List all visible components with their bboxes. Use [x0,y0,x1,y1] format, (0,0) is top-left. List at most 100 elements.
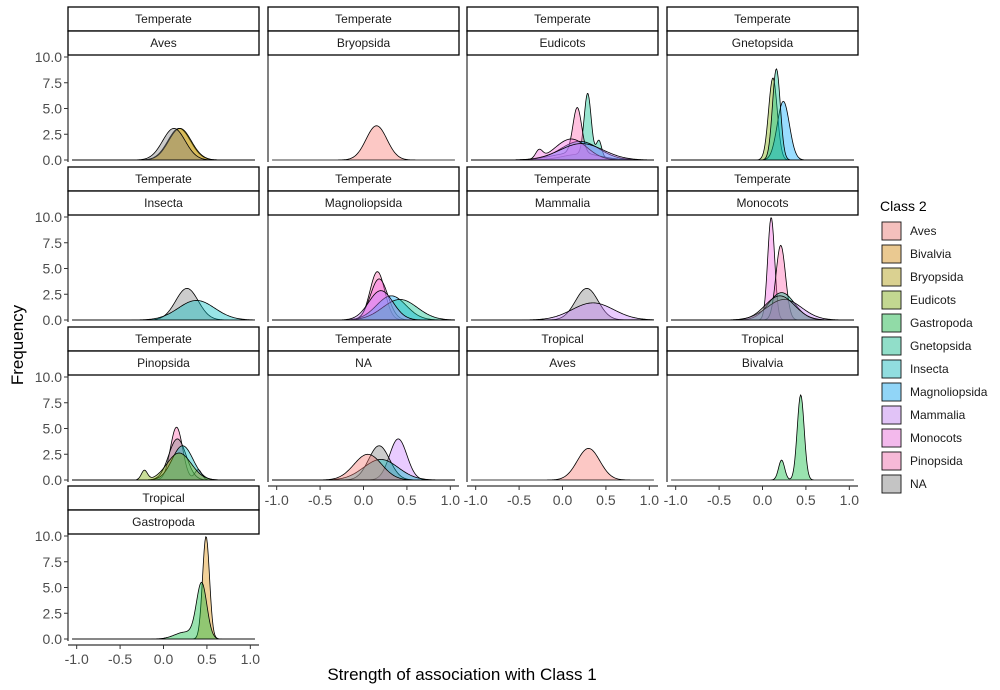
density-monocots [670,217,855,321]
density-bivalvia [71,536,256,640]
legend-item-bryopsida: Bryopsida [881,267,964,287]
density-eudicots [71,452,256,481]
x-tick-label: -0.5 [507,492,531,508]
legend-swatch [881,405,902,425]
facet-strip-zone-label: Temperate [335,12,392,26]
facet-strip-zone [67,326,260,352]
x-tick-label: -0.5 [108,651,132,667]
facet-strip-zone [666,6,859,32]
legend-swatch [881,221,902,241]
facet-strip-zone-label: Temperate [135,12,192,26]
panel-tropical-bivalvia: Tropical Bivalvia -1.0 -0.5 0.0 0.5 1.0 [664,326,859,508]
x-tick-label: 0.5 [197,651,217,667]
facet-strip-zone [67,166,260,192]
legend-item-monocots: Monocots [881,428,962,448]
y-tick-label: 10.0 [35,369,62,385]
facet-strip-class-label: Magnoliopsida [325,196,403,210]
legend-key-background [881,451,902,471]
legend-swatch [881,451,902,471]
legend: Class 2 Aves Bivalvia Bryopsida Eudicots Gas… [880,198,988,494]
panel-temperate-eudicots: Temperate Eudicots [466,6,659,162]
x-tick-label: 1.0 [441,492,461,508]
y-tick-label: 0.0 [43,312,63,328]
x-tick-label: 0.5 [397,492,417,508]
panel-temperate-na: Temperate NA -1.0 -0.5 0.0 0.5 1.0 [265,326,461,508]
y-tick-label: 7.5 [43,395,63,411]
legend-item-na: NA [881,474,927,494]
facet-strip-zone [666,326,859,352]
y-tick-label: 7.5 [43,554,63,570]
facet-strip-class-label: Insecta [144,196,183,210]
facet-strip-zone-label: Temperate [734,12,791,26]
panel-temperate-monocots: Temperate Monocots [666,166,859,322]
legend-swatch [881,313,902,333]
x-tick-label: -0.5 [308,492,332,508]
density-eudicots [670,77,855,161]
facet-strip-zone [67,6,260,32]
density-insecta [71,300,256,321]
legend-label: NA [910,477,927,491]
legend-label: Mammalia [910,408,966,422]
facet-strip-class-label: Aves [549,356,575,370]
x-tick-label: 0.0 [753,492,773,508]
facet-strip-class [466,190,659,216]
y-tick-label: 0.0 [43,472,63,488]
y-tick-label: 2.5 [43,605,63,621]
density-na [71,128,256,161]
facet-strip-zone [267,166,460,192]
facet-strip-zone [466,326,659,352]
legend-key-background [881,313,902,333]
facet-strip-zone [666,166,859,192]
x-tick-label: -1.0 [664,492,688,508]
x-tick-label: -1.0 [265,492,289,508]
legend-key-background [881,428,902,448]
legend-key-background [881,405,902,425]
legend-label: Gastropoda [910,316,973,330]
panel-temperate-insecta: Temperate Insecta 0.0 2.5 5.0 7.5 10.0 [35,166,260,328]
density-na [670,295,855,321]
legend-key-background [881,221,902,241]
y-tick-label: 2.5 [43,126,63,142]
facet-strip-class [67,30,260,56]
y-tick-label: 2.5 [43,286,63,302]
panel-temperate-magnoliopsida: Temperate Magnoliopsida [267,166,460,322]
legend-key-background [881,244,902,264]
y-tick-label: 2.5 [43,446,63,462]
facet-strip-zone-label: Temperate [335,172,392,186]
facet-strip-class-label: Bivalvia [742,356,784,370]
density-aves [271,125,456,161]
panel-temperate-pinopsida: Temperate Pinopsida 0.0 2.5 5.0 7.5 10.0 [35,326,260,488]
panel-temperate-mammalia: Temperate Mammalia [466,166,659,322]
legend-item-eudicots: Eudicots [881,290,956,310]
panel-tropical-gastropoda: Tropical Gastropoda 0.0 2.5 5.0 7.5 10.0 -1.0 -0… [35,485,260,667]
facet-strip-zone-label: Tropical [142,491,184,505]
facet-strip-zone-label: Temperate [135,172,192,186]
density-magnoliopsida [670,100,855,161]
legend-item-pinopsida: Pinopsida [881,451,963,471]
legend-label: Bivalvia [910,247,952,261]
x-tick-label: 0.5 [796,492,816,508]
legend-key-background [881,474,902,494]
facet-strip-zone-label: Temperate [534,172,591,186]
legend-item-aves: Aves [881,221,936,241]
legend-key-background [881,382,902,402]
legend-swatch [881,290,902,310]
panel-temperate-gnetopsida: Temperate Gnetopsida [666,6,859,162]
y-tick-label: 7.5 [43,235,63,251]
legend-item-insecta: Insecta [881,359,949,379]
x-tick-label: 1.0 [640,492,660,508]
legend-label: Magnoliopsida [910,385,988,399]
facet-strip-class [67,350,260,376]
legend-item-bivalvia: Bivalvia [881,244,952,264]
facet-strip-class-label: Mammalia [535,196,591,210]
legend-key-background [881,359,902,379]
legend-key-background [881,267,902,287]
panel-temperate-aves: Temperate Aves 0.0 2.5 5.0 7.5 10.0 [35,6,260,168]
panel-grid: Temperate Aves 0.0 2.5 5.0 7.5 10.0 Temperate Br… [35,6,859,667]
legend-item-mammalia: Mammalia [881,405,966,425]
y-tick-label: 10.0 [35,528,62,544]
density-gastropoda [71,581,256,640]
x-tick-label: -0.5 [707,492,731,508]
facet-strip-zone [267,326,460,352]
